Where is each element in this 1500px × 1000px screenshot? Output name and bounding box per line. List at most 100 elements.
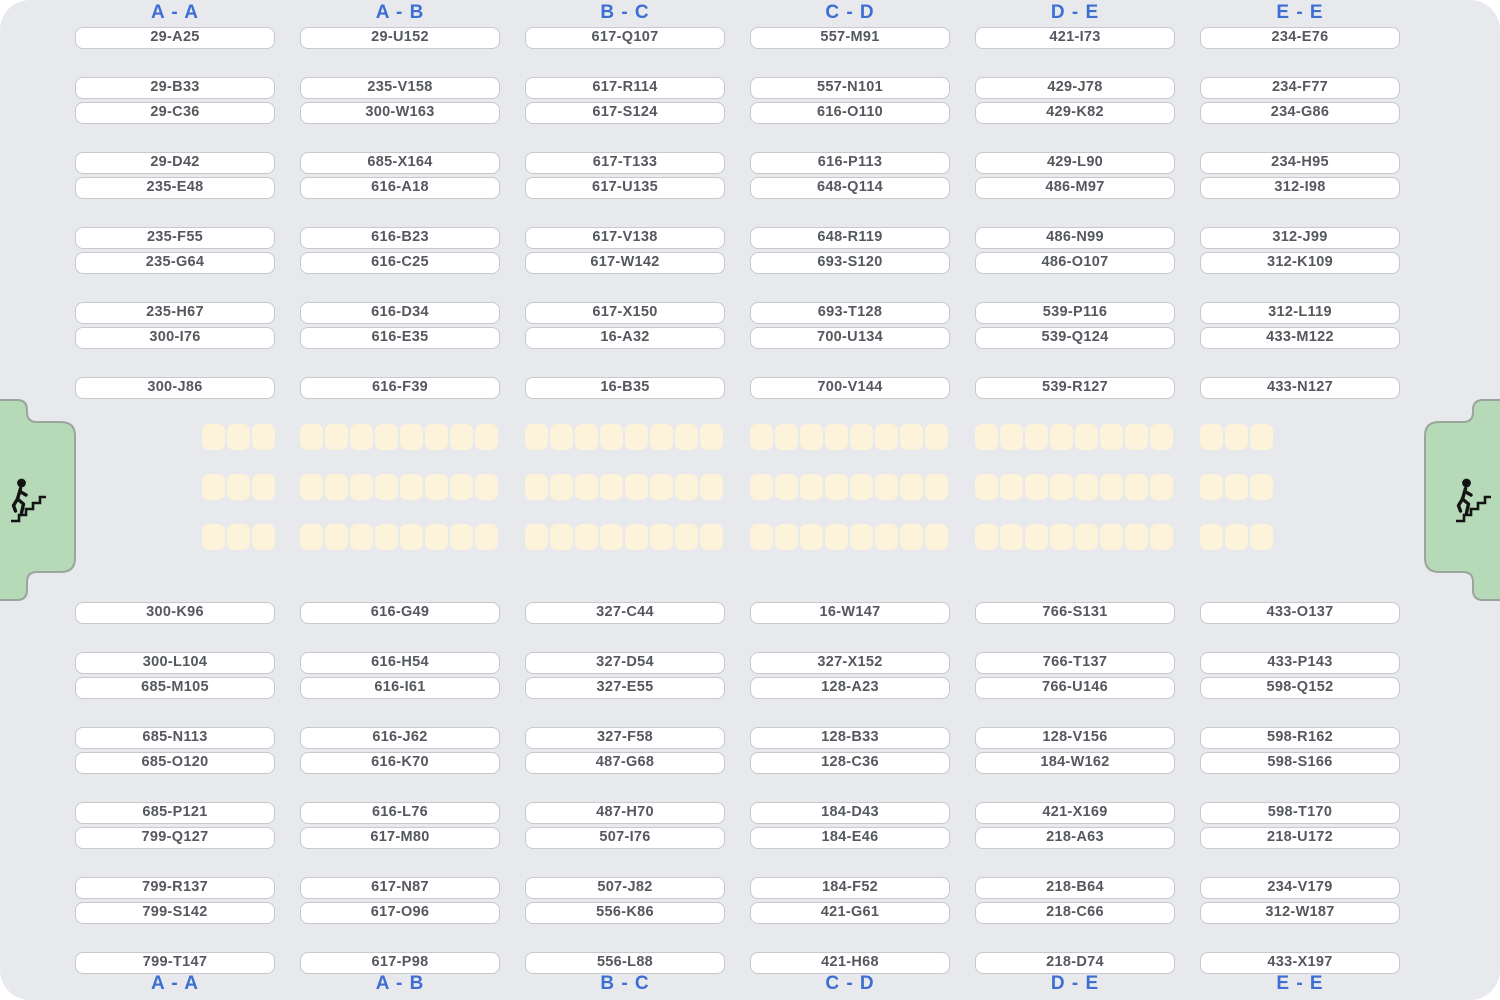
shelf-range-button[interactable]: 327-E55 (525, 677, 725, 699)
shelf-range-button[interactable]: 616-C25 (300, 252, 500, 274)
shelf-range-button[interactable]: 234-F77 (1200, 77, 1400, 99)
shelf-range-button[interactable]: 312-L119 (1200, 302, 1400, 324)
shelf-range-button[interactable]: 700-V144 (750, 377, 950, 399)
shelf-range-button[interactable]: 486-O107 (975, 252, 1175, 274)
shelf-range-button[interactable]: 648-R119 (750, 227, 950, 249)
shelf-range-button[interactable]: 421-I73 (975, 27, 1175, 49)
shelf-range-button[interactable]: 617-V138 (525, 227, 725, 249)
shelf-range-button[interactable]: 421-X169 (975, 802, 1175, 824)
shelf-range-button[interactable]: 539-R127 (975, 377, 1175, 399)
shelf-range-button[interactable]: 557-M91 (750, 27, 950, 49)
shelf-range-button[interactable]: 685-M105 (75, 677, 275, 699)
shelf-range-button[interactable]: 29-B33 (75, 77, 275, 99)
shelf-range-button[interactable]: 556-L88 (525, 952, 725, 974)
shelf-range-button[interactable]: 616-H54 (300, 652, 500, 674)
shelf-range-button[interactable]: 235-E48 (75, 177, 275, 199)
shelf-range-button[interactable]: 685-N113 (75, 727, 275, 749)
shelf-range-button[interactable]: 616-I61 (300, 677, 500, 699)
shelf-range-button[interactable]: 766-S131 (975, 602, 1175, 624)
shelf-range-button[interactable]: 218-B64 (975, 877, 1175, 899)
shelf-range-button[interactable]: 128-C36 (750, 752, 950, 774)
shelf-range-button[interactable]: 617-U135 (525, 177, 725, 199)
shelf-range-button[interactable]: 685-O120 (75, 752, 275, 774)
shelf-range-button[interactable]: 300-L104 (75, 652, 275, 674)
shelf-range-button[interactable]: 16-B35 (525, 377, 725, 399)
shelf-range-button[interactable]: 766-U146 (975, 677, 1175, 699)
shelf-range-button[interactable]: 486-M97 (975, 177, 1175, 199)
shelf-range-button[interactable]: 184-W162 (975, 752, 1175, 774)
shelf-range-button[interactable]: 128-A23 (750, 677, 950, 699)
shelf-range-button[interactable]: 327-C44 (525, 602, 725, 624)
shelf-range-button[interactable]: 218-C66 (975, 902, 1175, 924)
shelf-range-button[interactable]: 487-H70 (525, 802, 725, 824)
shelf-range-button[interactable]: 693-S120 (750, 252, 950, 274)
shelf-range-button[interactable]: 617-T133 (525, 152, 725, 174)
shelf-range-button[interactable]: 429-J78 (975, 77, 1175, 99)
shelf-range-button[interactable]: 184-D43 (750, 802, 950, 824)
shelf-range-button[interactable]: 433-O137 (1200, 602, 1400, 624)
shelf-range-button[interactable]: 16-W147 (750, 602, 950, 624)
shelf-range-button[interactable]: 693-T128 (750, 302, 950, 324)
shelf-range-button[interactable]: 617-O96 (300, 902, 500, 924)
shelf-range-button[interactable]: 799-Q127 (75, 827, 275, 849)
shelf-range-button[interactable]: 234-H95 (1200, 152, 1400, 174)
shelf-range-button[interactable]: 128-B33 (750, 727, 950, 749)
shelf-range-button[interactable]: 234-E76 (1200, 27, 1400, 49)
shelf-range-button[interactable]: 312-W187 (1200, 902, 1400, 924)
shelf-range-button[interactable]: 616-E35 (300, 327, 500, 349)
shelf-range-button[interactable]: 29-C36 (75, 102, 275, 124)
shelf-range-button[interactable]: 433-N127 (1200, 377, 1400, 399)
shelf-range-button[interactable]: 421-G61 (750, 902, 950, 924)
shelf-range-button[interactable]: 598-Q152 (1200, 677, 1400, 699)
shelf-range-button[interactable]: 433-X197 (1200, 952, 1400, 974)
shelf-range-button[interactable]: 685-P121 (75, 802, 275, 824)
shelf-range-button[interactable]: 617-N87 (300, 877, 500, 899)
shelf-range-button[interactable]: 184-E46 (750, 827, 950, 849)
shelf-range-button[interactable]: 616-A18 (300, 177, 500, 199)
shelf-range-button[interactable]: 700-U134 (750, 327, 950, 349)
shelf-range-button[interactable]: 616-O110 (750, 102, 950, 124)
shelf-range-button[interactable]: 799-R137 (75, 877, 275, 899)
shelf-range-button[interactable]: 617-P98 (300, 952, 500, 974)
shelf-range-button[interactable]: 235-G64 (75, 252, 275, 274)
shelf-range-button[interactable]: 429-L90 (975, 152, 1175, 174)
shelf-range-button[interactable]: 598-T170 (1200, 802, 1400, 824)
shelf-range-button[interactable]: 598-S166 (1200, 752, 1400, 774)
shelf-range-button[interactable]: 29-U152 (300, 27, 500, 49)
shelf-range-button[interactable]: 327-D54 (525, 652, 725, 674)
shelf-range-button[interactable]: 327-F58 (525, 727, 725, 749)
shelf-range-button[interactable]: 616-F39 (300, 377, 500, 399)
shelf-range-button[interactable]: 487-G68 (525, 752, 725, 774)
shelf-range-button[interactable]: 234-G86 (1200, 102, 1400, 124)
shelf-range-button[interactable]: 617-R114 (525, 77, 725, 99)
shelf-range-button[interactable]: 433-P143 (1200, 652, 1400, 674)
shelf-range-button[interactable]: 556-K86 (525, 902, 725, 924)
shelf-range-button[interactable]: 617-W142 (525, 252, 725, 274)
shelf-range-button[interactable]: 539-P116 (975, 302, 1175, 324)
shelf-range-button[interactable]: 539-Q124 (975, 327, 1175, 349)
shelf-range-button[interactable]: 312-I98 (1200, 177, 1400, 199)
shelf-range-button[interactable]: 235-H67 (75, 302, 275, 324)
shelf-range-button[interactable]: 327-X152 (750, 652, 950, 674)
shelf-range-button[interactable]: 799-T147 (75, 952, 275, 974)
shelf-range-button[interactable]: 616-B23 (300, 227, 500, 249)
shelf-range-button[interactable]: 421-H68 (750, 952, 950, 974)
shelf-range-button[interactable]: 128-V156 (975, 727, 1175, 749)
shelf-range-button[interactable]: 29-D42 (75, 152, 275, 174)
shelf-range-button[interactable]: 29-A25 (75, 27, 275, 49)
shelf-range-button[interactable]: 300-K96 (75, 602, 275, 624)
shelf-range-button[interactable]: 300-J86 (75, 377, 275, 399)
shelf-range-button[interactable]: 429-K82 (975, 102, 1175, 124)
shelf-range-button[interactable]: 616-L76 (300, 802, 500, 824)
shelf-range-button[interactable]: 235-V158 (300, 77, 500, 99)
shelf-range-button[interactable]: 184-F52 (750, 877, 950, 899)
shelf-range-button[interactable]: 616-J62 (300, 727, 500, 749)
shelf-range-button[interactable]: 16-A32 (525, 327, 725, 349)
shelf-range-button[interactable]: 799-S142 (75, 902, 275, 924)
shelf-range-button[interactable]: 300-W163 (300, 102, 500, 124)
shelf-range-button[interactable]: 685-X164 (300, 152, 500, 174)
shelf-range-button[interactable]: 648-Q114 (750, 177, 950, 199)
shelf-range-button[interactable]: 557-N101 (750, 77, 950, 99)
shelf-range-button[interactable]: 766-T137 (975, 652, 1175, 674)
shelf-range-button[interactable]: 507-J82 (525, 877, 725, 899)
